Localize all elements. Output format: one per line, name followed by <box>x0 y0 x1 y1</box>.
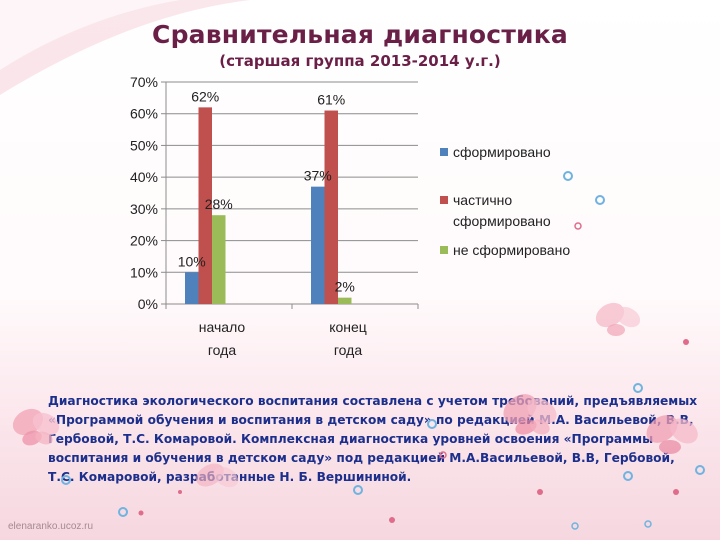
watermark-text: elenaranko.ucoz.ru <box>8 521 94 532</box>
y-tick-label: 50% <box>130 137 158 153</box>
butterfly-icon <box>595 302 641 336</box>
legend-swatch <box>440 196 448 204</box>
data-label: 62% <box>191 88 219 104</box>
y-tick-label: 60% <box>130 106 158 122</box>
legend-entry: сформировано <box>453 213 551 229</box>
butterfly-icon <box>646 415 698 454</box>
x-tick-label: начало <box>199 319 246 335</box>
bar-1-1 <box>185 272 199 304</box>
data-label: 37% <box>304 168 332 184</box>
chart-legend: сформировано частично сформировано не сформ… <box>440 144 570 258</box>
bar-3-2 <box>338 297 352 304</box>
legend-entry: частично <box>453 192 512 208</box>
bar-2-1 <box>198 107 212 304</box>
x-tick-label: года <box>208 342 236 358</box>
y-tick-label: 10% <box>130 264 158 280</box>
legend-swatch <box>440 148 448 156</box>
chart-data-labels: 10% 62% 28% 37% 61% 2% <box>178 88 355 294</box>
chart-bars <box>185 107 352 305</box>
chart-y-tick-labels: 0% 10% 20% 30% 40% 50% 60% 70% <box>130 74 158 312</box>
butterfly-icon <box>503 394 557 435</box>
bar-1-2 <box>311 186 325 304</box>
x-tick-label: года <box>334 342 362 358</box>
legend-swatch <box>440 246 448 254</box>
y-tick-label: 0% <box>138 296 158 312</box>
legend-entry: сформировано <box>453 144 551 160</box>
slide-description: Диагностика экологического воспитания со… <box>48 394 698 484</box>
y-tick-label: 30% <box>130 201 158 217</box>
x-tick-label: конец <box>329 319 367 335</box>
legend-entry: не сформировано <box>453 242 570 258</box>
bar-chart: 10% 62% 28% 37% 61% 2% 0% 10% 20% 30% 40% 50% 60% 70… <box>130 74 570 358</box>
bar-2-2 <box>324 110 338 305</box>
data-label: 10% <box>178 253 206 269</box>
data-label: 61% <box>317 92 345 108</box>
butterfly-icon <box>196 463 239 488</box>
chart-x-tick-labels: начало года конец года <box>199 319 367 358</box>
y-tick-label: 40% <box>130 169 158 185</box>
y-tick-label: 70% <box>130 74 158 90</box>
slide-subtitle: (старшая группа 2013-2014 у.г.) <box>219 52 501 70</box>
decorative-swoosh <box>0 0 250 95</box>
slide-title: Сравнительная диагностика <box>152 20 568 49</box>
butterfly-icon <box>12 408 60 446</box>
bar-3-1 <box>212 215 226 304</box>
data-label: 28% <box>205 196 233 212</box>
data-label: 2% <box>335 279 355 295</box>
y-tick-label: 20% <box>130 233 158 249</box>
